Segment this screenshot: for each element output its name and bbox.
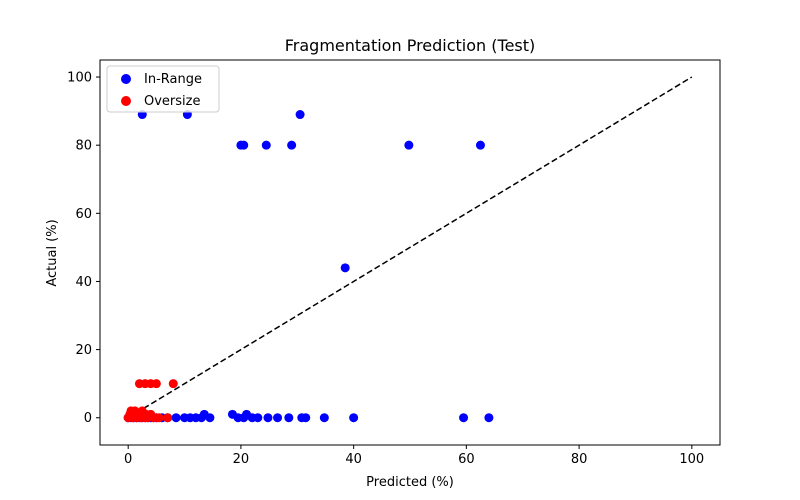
legend: In-Range Oversize: [106, 65, 220, 113]
data-point-in-range: [301, 413, 311, 423]
x-tick-label: 80: [571, 452, 588, 467]
data-point-in-range: [284, 413, 294, 423]
data-point-in-range: [404, 140, 414, 150]
legend-marker-in-range: [121, 74, 131, 84]
x-axis-label: Predicted (%): [366, 475, 454, 490]
reference-line-layer: [127, 76, 693, 419]
y-tick-label: 80: [75, 139, 92, 154]
data-point-in-range: [171, 413, 181, 423]
x-tick-label: 20: [233, 452, 250, 467]
y-axis-label: Actual (%): [45, 219, 60, 286]
legend-label-in-range: In-Range: [144, 72, 202, 87]
data-point-oversize: [151, 379, 161, 389]
x-tick-label: 100: [679, 452, 704, 467]
legend-label-oversize: Oversize: [144, 94, 200, 109]
data-point-oversize: [154, 413, 164, 423]
data-point-in-range: [295, 110, 305, 120]
y-tick-label: 0: [84, 411, 92, 426]
data-point-in-range: [459, 413, 469, 423]
data-point-in-range: [475, 140, 485, 150]
data-point-in-range: [484, 413, 494, 423]
y-tick-label: 20: [75, 343, 92, 358]
x-tick-label: 40: [345, 452, 362, 467]
plot-frame: [99, 59, 721, 446]
legend-box: [106, 65, 220, 113]
data-point-in-range: [253, 413, 263, 423]
y-ticks: 0 20 40 60 80 100: [67, 71, 100, 426]
data-point-in-range: [261, 140, 271, 150]
data-point-oversize: [163, 413, 173, 423]
chart-title: Fragmentation Prediction (Test): [285, 36, 536, 55]
x-ticks: 0 20 40 60 80 100: [124, 445, 704, 467]
points-layer: [123, 110, 494, 423]
data-point-in-range: [340, 263, 350, 273]
y-tick-label: 100: [67, 71, 92, 86]
y-tick-label: 40: [75, 275, 92, 290]
legend-marker-oversize: [121, 96, 131, 106]
data-point-in-range: [205, 413, 215, 423]
plot-area: [100, 60, 720, 445]
data-point-in-range: [239, 140, 249, 150]
data-point-oversize: [168, 379, 178, 389]
data-point-in-range: [349, 413, 359, 423]
data-point-in-range: [287, 140, 297, 150]
x-tick-label: 0: [124, 452, 132, 467]
reference-line: [127, 76, 693, 419]
y-tick-label: 60: [75, 207, 92, 222]
data-point-in-range: [273, 413, 283, 423]
x-tick-label: 60: [458, 452, 475, 467]
data-point-in-range: [319, 413, 329, 423]
data-point-in-range: [263, 413, 273, 423]
